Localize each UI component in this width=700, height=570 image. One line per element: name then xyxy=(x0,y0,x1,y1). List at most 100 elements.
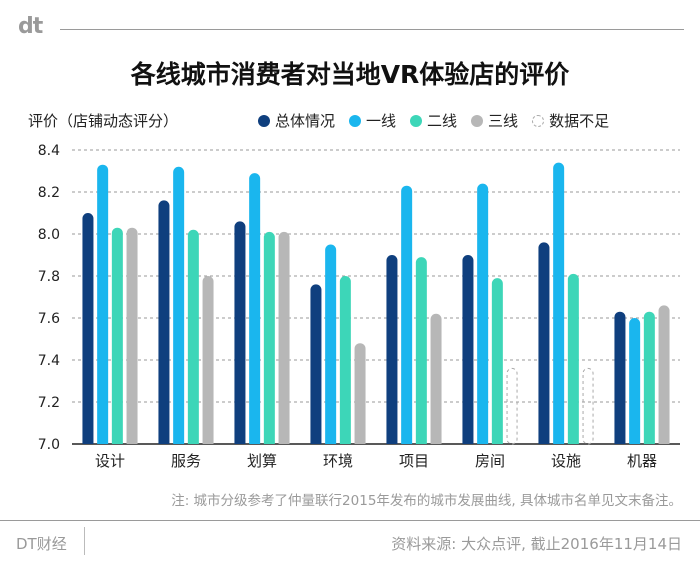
bar-shape xyxy=(82,213,94,444)
bar xyxy=(643,311,655,444)
bar-shape xyxy=(158,200,170,444)
chart-title: 各线城市消费者对当地VR体验店的评价 xyxy=(130,60,570,89)
bar-shape xyxy=(567,273,579,444)
bar-shape xyxy=(249,173,261,444)
y-tick-label: 8.0 xyxy=(38,227,60,243)
bar xyxy=(158,200,170,444)
y-axis-label: 评价（店铺动态评分） xyxy=(28,112,179,130)
bar xyxy=(97,164,109,444)
bar-shape xyxy=(462,255,474,444)
bar-shape xyxy=(553,162,565,444)
footer-divider xyxy=(84,527,85,555)
bar-chart: 8.4 8.2 8.0 7.8 7.6 7.4 7.2 7.0 设计 服务 划算 环境 项目 房间 设施 机器 xyxy=(38,143,680,470)
legend-item-overall: 总体情况 xyxy=(258,110,335,131)
bar xyxy=(82,213,94,444)
bar xyxy=(310,284,322,444)
legend-item-tier3: 三线 xyxy=(471,110,518,131)
bar xyxy=(629,318,641,444)
legend-swatch-missing xyxy=(532,114,545,127)
bar-shape xyxy=(173,166,185,445)
bar-shape xyxy=(401,185,413,444)
bar xyxy=(354,343,366,444)
bar xyxy=(462,255,474,444)
bar xyxy=(538,242,550,444)
bar-missing-data xyxy=(582,367,594,445)
legend-label-tier2: 二线 xyxy=(427,112,458,130)
bar xyxy=(553,162,565,444)
legend-item-tier1: 一线 xyxy=(349,110,396,131)
bar xyxy=(234,221,246,444)
legend: 总体情况 一线 二线 三线 数据不足 xyxy=(258,110,609,131)
y-tick-label: 7.6 xyxy=(38,311,60,327)
bar xyxy=(401,185,413,444)
bar-shape xyxy=(126,227,138,444)
bar-shape xyxy=(202,276,214,444)
bar xyxy=(658,305,670,444)
bar-shape xyxy=(643,311,655,444)
footer: DT财经 资料来源: 大众点评, 截止2016年11月14日 xyxy=(0,520,700,561)
bar-shape xyxy=(234,221,246,444)
bar xyxy=(491,278,503,444)
legend-label-tier3: 三线 xyxy=(488,112,519,130)
bar-shape xyxy=(354,343,366,444)
x-tick-label: 机器 xyxy=(627,452,657,470)
y-tick-label: 7.0 xyxy=(38,437,60,453)
bar-shape xyxy=(278,231,290,444)
bar-shape xyxy=(97,164,109,444)
y-tick-label: 8.4 xyxy=(38,143,60,159)
bar-shape xyxy=(658,305,670,444)
legend-swatch-overall xyxy=(258,114,270,127)
bar-missing-data xyxy=(506,367,518,445)
legend-label-tier1: 一线 xyxy=(366,112,397,130)
bar-shape xyxy=(325,244,337,444)
bar-shape xyxy=(339,276,351,444)
bar xyxy=(415,257,427,444)
legend-label-missing: 数据不足 xyxy=(549,112,610,130)
footnote: 注: 城市分级参考了仲量联行2015年发布的城市发展曲线, 具体城市名单见文末备… xyxy=(171,493,682,509)
bar-shape xyxy=(386,255,398,444)
x-tick-label: 项目 xyxy=(399,452,429,470)
x-tick-label: 服务 xyxy=(171,452,201,470)
bar xyxy=(477,183,489,444)
bar xyxy=(325,244,337,444)
x-tick-label: 设施 xyxy=(551,452,581,470)
bar xyxy=(111,227,123,444)
bar xyxy=(567,273,579,444)
data-source: 资料来源: 大众点评, 截止2016年11月14日 xyxy=(391,535,682,553)
y-tick-label: 8.2 xyxy=(38,185,60,201)
bar-shape xyxy=(477,183,489,444)
bar-shape xyxy=(629,318,641,444)
y-tick-label: 7.2 xyxy=(38,395,60,411)
x-tick-label: 划算 xyxy=(247,452,277,470)
legend-swatch-tier1 xyxy=(349,114,362,127)
dt-logo: dt xyxy=(18,14,43,39)
bar-shape xyxy=(538,242,550,444)
bar xyxy=(430,313,442,444)
bar xyxy=(386,255,398,444)
y-tick-label: 7.4 xyxy=(38,353,60,369)
bar-shape xyxy=(187,229,199,444)
legend-swatch-tier2 xyxy=(410,114,423,127)
legend-swatch-tier3 xyxy=(471,114,484,127)
bar-shape xyxy=(263,231,275,444)
legend-label-overall: 总体情况 xyxy=(275,112,336,130)
bar xyxy=(173,166,185,445)
bar-shape xyxy=(310,284,322,444)
bar xyxy=(278,231,290,444)
bar-shape xyxy=(111,227,123,444)
bar-shape xyxy=(614,311,626,444)
top-divider xyxy=(60,29,684,30)
legend-item-missing: 数据不足 xyxy=(532,110,609,131)
x-tick-label: 环境 xyxy=(323,452,353,470)
bar-shape xyxy=(415,257,427,444)
bar-shape xyxy=(430,313,442,444)
x-tick-label: 设计 xyxy=(95,452,125,470)
bar xyxy=(263,231,275,444)
bar xyxy=(614,311,626,444)
legend-item-tier2: 二线 xyxy=(410,110,457,131)
brand-name: DT财经 xyxy=(16,535,67,553)
bar-shape xyxy=(491,278,503,444)
bar xyxy=(187,229,199,444)
bar xyxy=(126,227,138,444)
y-tick-label: 7.8 xyxy=(38,269,60,285)
